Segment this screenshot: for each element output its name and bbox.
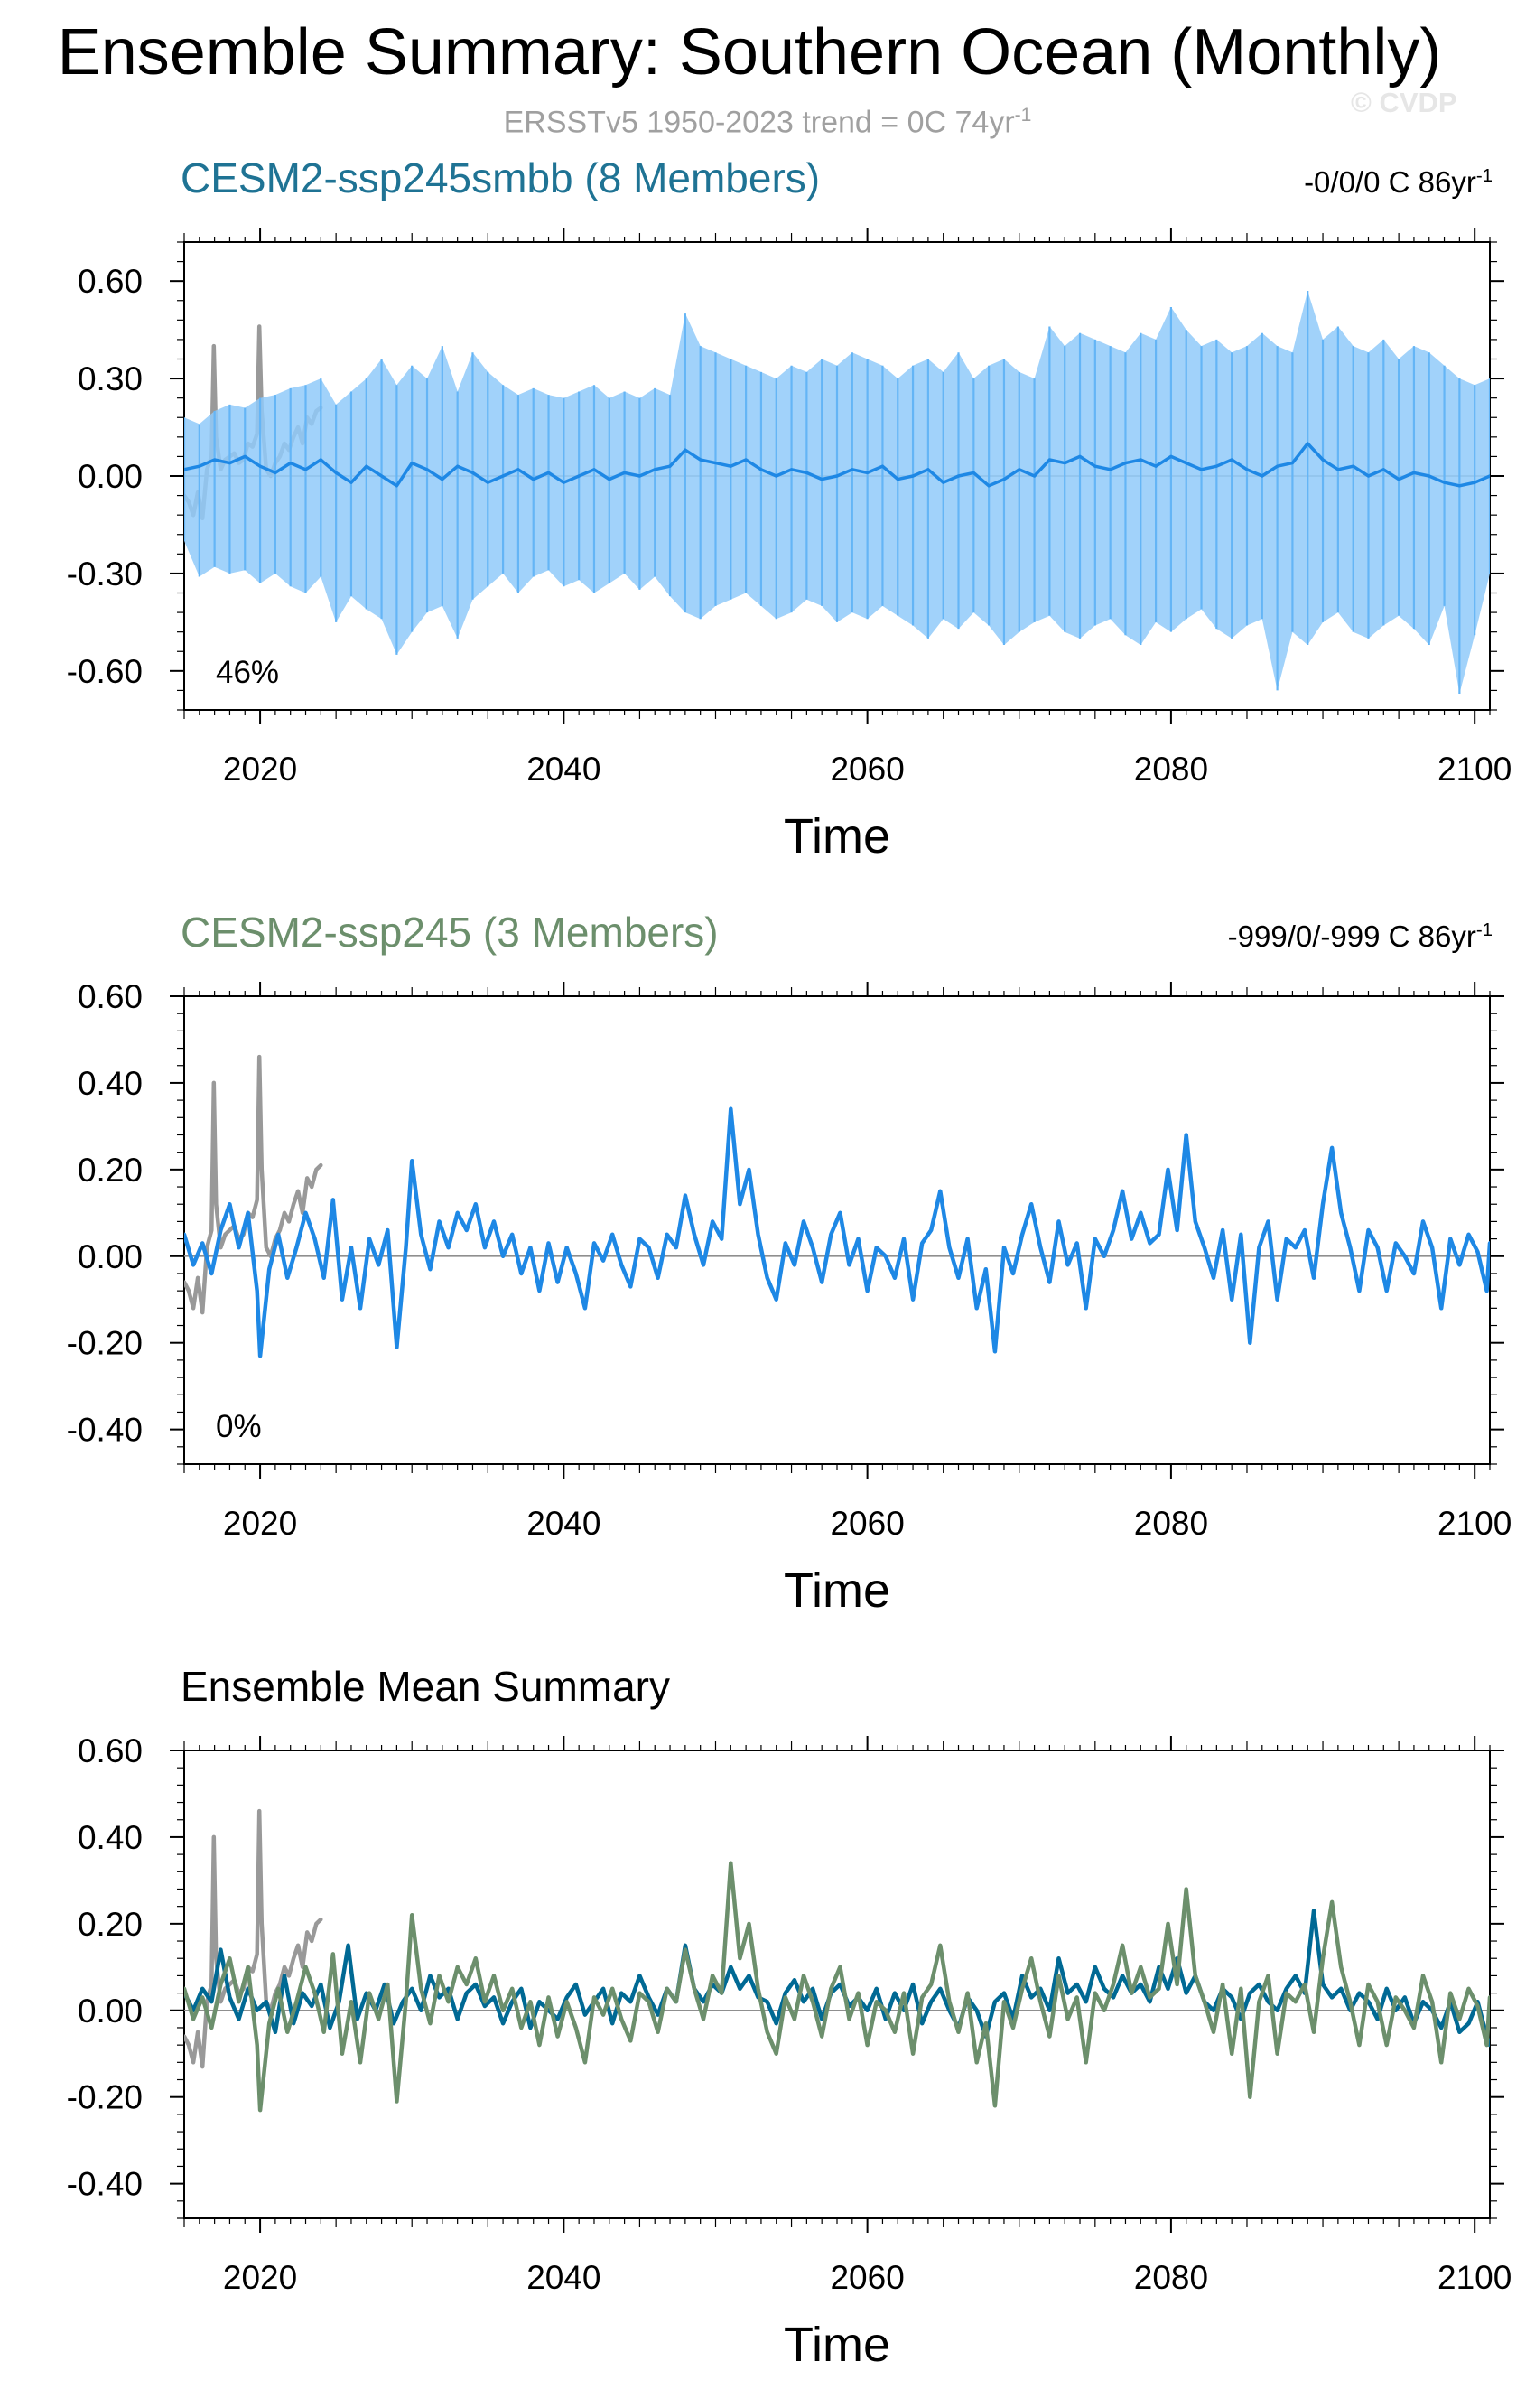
- y-tick-label: -0.60: [67, 653, 143, 690]
- observations-subtitle: ERSSTv5 1950-2023 trend = 0C 74yr-1: [0, 105, 1535, 140]
- y-tick-label: 0.30: [78, 360, 143, 397]
- x-tick-label: 2040: [526, 2259, 600, 2296]
- x-axis-label: Time: [784, 1563, 890, 1618]
- x-tick-label: 2040: [526, 1505, 600, 1542]
- chart-panel-3: 2020 2040 2060 2080 2100 -0.40 -0.20 0.00 0.20 0.…: [67, 1732, 1512, 2372]
- x-tick-label: 2020: [223, 1505, 297, 1542]
- panel-2-trend: -999/0/-999 C 86yr-1: [1228, 919, 1493, 954]
- panel-2-trend-text: -999/0/-999 C 86yr: [1227, 919, 1476, 953]
- y-tick-label: 0.20: [78, 1152, 143, 1189]
- y-tick-label: 0.40: [78, 1065, 143, 1102]
- y-tick-label: -0.20: [67, 1325, 143, 1362]
- figure-title: Ensemble Summary: Southern Ocean (Monthl…: [57, 16, 1442, 89]
- y-tick-label: -0.30: [67, 555, 143, 593]
- observations-line: [184, 1808, 323, 2069]
- x-tick-label: 2100: [1437, 2259, 1512, 2296]
- panel-1-trend: -0/0/0 C 86yr-1: [1304, 165, 1493, 200]
- x-tick-label: 2040: [526, 751, 600, 788]
- x-tick-label: 2020: [223, 751, 297, 788]
- x-axis-label: Time: [784, 809, 890, 863]
- y-tick-label: 0.60: [78, 1732, 143, 1769]
- series-group: [184, 1054, 1490, 1358]
- x-tick-label: 2060: [830, 751, 904, 788]
- percent-annotation: 0%: [216, 1409, 262, 1444]
- y-tick-label: 0.60: [78, 263, 143, 300]
- x-tick-label: 2100: [1437, 1505, 1512, 1542]
- y-tick-label: 0.00: [78, 1238, 143, 1275]
- x-tick-label: 2060: [830, 1505, 904, 1542]
- panel-2-trend-exponent: -1: [1475, 919, 1493, 940]
- series-line-2: [184, 1909, 1490, 2048]
- percent-annotation: 46%: [216, 655, 279, 690]
- y-tick-label: -0.40: [67, 2166, 143, 2203]
- y-tick-label: -0.40: [67, 1412, 143, 1449]
- series-line-2: [184, 1106, 1490, 1358]
- x-tick-label: 2020: [223, 2259, 297, 2296]
- series-group: [184, 290, 1490, 695]
- panel-3-title: Ensemble Mean Summary: [181, 1663, 670, 1710]
- series-line-3: [184, 1861, 1490, 2113]
- x-tick-label: 2080: [1134, 2259, 1208, 2296]
- observations-trend-exponent: -1: [1014, 105, 1032, 126]
- x-tick-label: 2080: [1134, 1505, 1208, 1542]
- copyright-watermark: © CVDP: [1351, 87, 1457, 118]
- y-tick-label: 0.00: [78, 458, 143, 495]
- x-tick-label: 2060: [830, 2259, 904, 2296]
- panel-1-trend-text: -0/0/0 C 86yr: [1304, 165, 1476, 199]
- chart-panel-2: 2020 2040 2060 2080 2100 -0.40 -0.20 0.00 0.20 0.…: [67, 978, 1512, 1618]
- y-tick-label: 0.60: [78, 978, 143, 1015]
- plot-frame: [183, 1750, 1491, 2219]
- x-tick-label: 2080: [1134, 751, 1208, 788]
- panel-1-trend-exponent: -1: [1475, 165, 1493, 186]
- series-group: [184, 1808, 1490, 2113]
- y-tick-label: -0.20: [67, 2079, 143, 2116]
- y-tick-label: 0.00: [78, 1993, 143, 2030]
- y-tick-label: 0.20: [78, 1906, 143, 1943]
- series-line-3: [184, 442, 1490, 488]
- x-tick-label: 2100: [1437, 751, 1512, 788]
- observations-line: [184, 1054, 323, 1315]
- x-axis-label: Time: [784, 2318, 890, 2372]
- plot-frame: [183, 995, 1491, 1465]
- chart-panel-1: 2020 2040 2060 2080 2100 -0.60 -0.30 0.00 0.30 0.…: [67, 228, 1512, 863]
- panel-2-title: CESM2-ssp245 (3 Members): [181, 909, 719, 956]
- observations-trend-text: ERSSTv5 1950-2023 trend = 0C 74yr: [503, 105, 1015, 140]
- panel-1-title: CESM2-ssp245smbb (8 Members): [181, 154, 821, 201]
- y-tick-label: 0.40: [78, 1819, 143, 1856]
